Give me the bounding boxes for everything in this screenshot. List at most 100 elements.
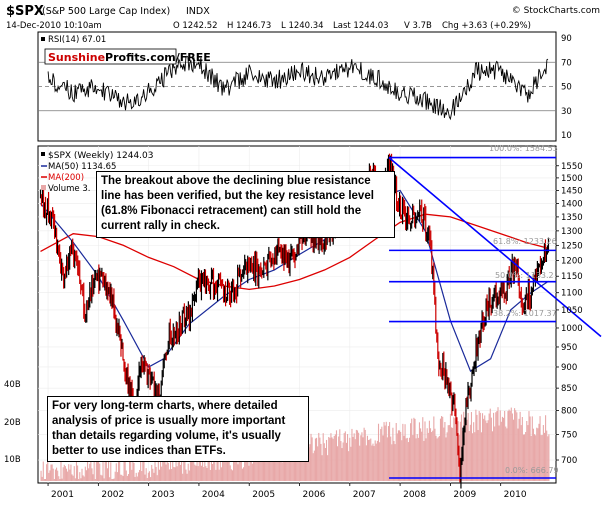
volume-bar-93: [143, 455, 145, 481]
volume-bar-355: [433, 416, 435, 481]
volume-bar-367: [446, 432, 448, 481]
fib-label-group: 100.0%: 1584.53 61.8%: 1233.26 50.0%: 11…: [489, 144, 559, 475]
volume-bar-128: [182, 473, 184, 481]
volume-bar-20: [62, 467, 64, 481]
volume-bar-210: [272, 461, 274, 481]
price-tick-1000: 1000: [561, 324, 583, 334]
volume-bar-129: [183, 460, 185, 481]
volume-bar-72: [120, 474, 122, 481]
volume-bar-296: [368, 439, 370, 481]
volume-bar-388: [469, 424, 471, 481]
volume-bar-277: [346, 434, 349, 481]
volume-bar-114: [166, 461, 168, 481]
volume-bar-13: [54, 469, 56, 481]
x-tick-2006: 2006: [303, 490, 326, 500]
ma200-legend: MA(200): [48, 173, 84, 183]
volume-bar-137: [192, 452, 194, 481]
volume-bar-73: [121, 474, 123, 481]
volume-bar-88: [137, 472, 139, 481]
volume-bar-110: [162, 458, 164, 481]
volume-bar-347: [424, 421, 426, 481]
price-tick-1400: 1400: [561, 199, 583, 209]
volume-bar-19: [61, 478, 63, 481]
volume-bar-151: [207, 450, 209, 481]
volume-bar-29: [72, 475, 74, 481]
volume-bar-146: [202, 450, 204, 481]
volume-bar-55: [101, 475, 103, 481]
volume-bar-53: [99, 463, 101, 481]
volume-bar-354: [432, 430, 434, 481]
volume-bar-343: [420, 428, 422, 481]
volume-bar-190: [250, 449, 252, 481]
volume-bar-253: [320, 443, 322, 481]
volume-bar-316: [390, 436, 392, 481]
volume-bar-369: [448, 425, 450, 481]
sunshine-watermark: SunshineProfits.com/FREE: [44, 48, 211, 65]
ma50-line: [40, 189, 549, 372]
volume-bar-154: [210, 448, 213, 481]
price-tick-900: 900: [561, 363, 577, 373]
volume-bar-80: [129, 459, 131, 481]
volume-bar-202: [264, 446, 266, 481]
volume-bar-322: [396, 433, 398, 481]
volume-bar-66: [113, 478, 115, 481]
exchange-label: INDX: [186, 6, 210, 17]
volume-bar-182: [241, 468, 243, 481]
volume-bar-348: [425, 438, 427, 481]
volume-bar-338: [414, 418, 416, 481]
volume-bar-382: [463, 411, 465, 481]
volume-bar-157: [214, 461, 216, 481]
volume-legend-marker: [41, 185, 46, 190]
trendline-line: [388, 156, 602, 338]
volume-bar-342: [418, 422, 421, 481]
volume-bar-64: [111, 479, 113, 481]
volume-bar-245: [311, 437, 313, 481]
volume-bar-57: [103, 478, 105, 481]
volume-bar-0: [40, 470, 42, 481]
volume-bar-176: [235, 452, 237, 481]
volume-bar-187: [247, 448, 249, 481]
volume-bar-228: [292, 456, 294, 481]
volume-bar-111: [163, 452, 165, 481]
volume-bar-14: [56, 467, 58, 481]
volume-bar-325: [400, 431, 402, 481]
volume-bar-95: [145, 468, 147, 481]
volume-bar-275: [344, 431, 346, 481]
volume-bar-376: [456, 421, 458, 481]
resistance-trendline: [388, 156, 602, 338]
volume-bar-79: [127, 474, 130, 481]
volume-bar-312: [385, 421, 387, 481]
volume-bar-87: [136, 476, 138, 481]
volume-bar-309: [382, 435, 384, 481]
volume-bar-30: [73, 466, 75, 481]
volume-bar-24: [67, 471, 69, 481]
volume-bar-208: [270, 459, 272, 481]
volume-bar-324: [398, 430, 401, 481]
volume-bar-119: [172, 461, 174, 481]
volume-bar-192: [252, 450, 255, 481]
volume-bar-138: [193, 449, 195, 481]
volume-bar-11: [52, 468, 54, 481]
volume-bar-439: [526, 421, 528, 481]
volume-bar-97: [147, 472, 149, 481]
volume-bar-290: [361, 432, 363, 481]
volume-bar-281: [351, 428, 353, 481]
volume-bar-50: [95, 457, 97, 481]
volume-bar-74: [122, 476, 124, 481]
volume-bar-124: [177, 462, 179, 481]
volume-bar-121: [174, 467, 176, 481]
chart-header: $SPX (S&P 500 Large Cap Index) INDX © St…: [6, 4, 600, 31]
rsi-tick-70: 70: [561, 58, 572, 68]
volume-legend: Volume 3.: [48, 184, 90, 194]
volume-bar-414: [498, 425, 500, 481]
volume-bar-262: [330, 433, 332, 481]
volume-bar-173: [231, 470, 234, 481]
volume-bar-372: [452, 427, 454, 481]
volume-bar-101: [152, 468, 154, 481]
volume-bar-67: [114, 471, 116, 481]
volume-bar-308: [381, 426, 383, 481]
volume-bar-398: [480, 432, 482, 481]
rsi-tick-30: 30: [561, 107, 572, 117]
volume-bar-213: [276, 448, 278, 481]
volume-tick-10b: 10B: [4, 455, 21, 465]
